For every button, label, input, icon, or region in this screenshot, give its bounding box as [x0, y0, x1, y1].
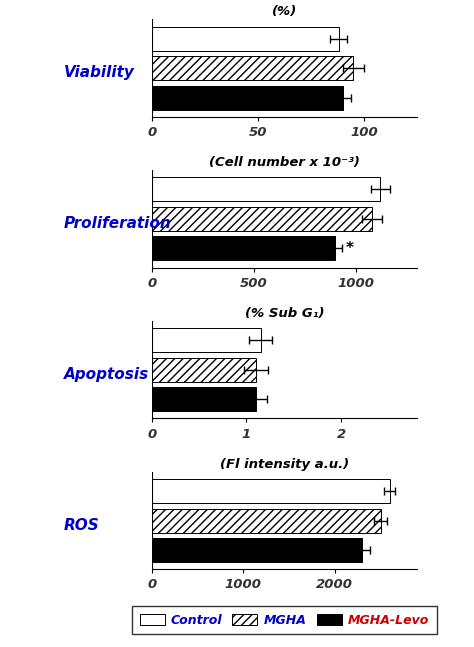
Legend: Control, MGHA, MGHA-Levo: Control, MGHA, MGHA-Levo	[132, 606, 437, 634]
Bar	[152, 509, 381, 532]
Text: *: *	[346, 241, 354, 256]
Bar	[152, 388, 256, 411]
Text: Apoptosis: Apoptosis	[64, 367, 149, 382]
Bar	[152, 56, 354, 80]
Bar	[152, 177, 380, 201]
Title: (Cell number x 10⁻³): (Cell number x 10⁻³)	[209, 156, 360, 169]
Text: ROS: ROS	[64, 518, 100, 533]
Title: (% Sub G₁): (% Sub G₁)	[245, 307, 324, 320]
Bar	[152, 236, 336, 260]
Bar	[152, 85, 343, 109]
Bar	[152, 27, 338, 50]
Title: (%): (%)	[272, 5, 297, 18]
Title: (Fl intensity a.u.): (Fl intensity a.u.)	[220, 458, 349, 471]
Bar	[152, 329, 261, 353]
Text: Proliferation: Proliferation	[64, 216, 172, 232]
Bar	[152, 538, 362, 562]
Text: Viability: Viability	[64, 65, 135, 80]
Bar	[152, 207, 372, 231]
Bar	[152, 479, 390, 503]
Bar	[152, 358, 256, 382]
